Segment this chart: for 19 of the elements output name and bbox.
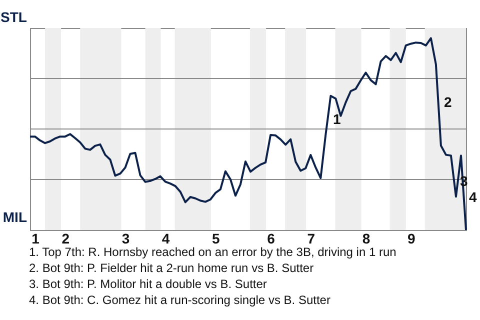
x-tick-label: 6	[267, 230, 276, 246]
x-tick-label: 9	[407, 230, 416, 246]
x-tick-label: 4	[162, 230, 170, 246]
text: MIL	[2, 209, 28, 225]
x-tick-label: 1	[32, 230, 40, 246]
text: 1. Top 7th: R. Hornsby reached on an error by the 3B, driving in 1 run	[29, 245, 396, 259]
text: 2. Bot 9th: P. Fielder hit a 2-run home run vs B. Sutter	[29, 261, 314, 275]
text: 4. Bot 9th: C. Gomez hit a run-scoring single vs B. Sutter	[29, 293, 330, 307]
annotation: 2	[444, 94, 452, 110]
x-tick-label: 7	[307, 230, 316, 246]
x-tick-label: 2	[62, 230, 70, 246]
x-tick-label: 8	[362, 230, 370, 246]
text: 3. Bot 9th: P. Molitor hit a double vs B. Sutter	[29, 277, 267, 291]
annotation: 1	[333, 111, 341, 127]
x-tick-label: 3	[122, 230, 130, 246]
annotation: 3	[460, 173, 468, 189]
text: 4	[469, 189, 477, 205]
text: STL	[0, 9, 28, 25]
x-tick-label: 5	[212, 230, 220, 246]
